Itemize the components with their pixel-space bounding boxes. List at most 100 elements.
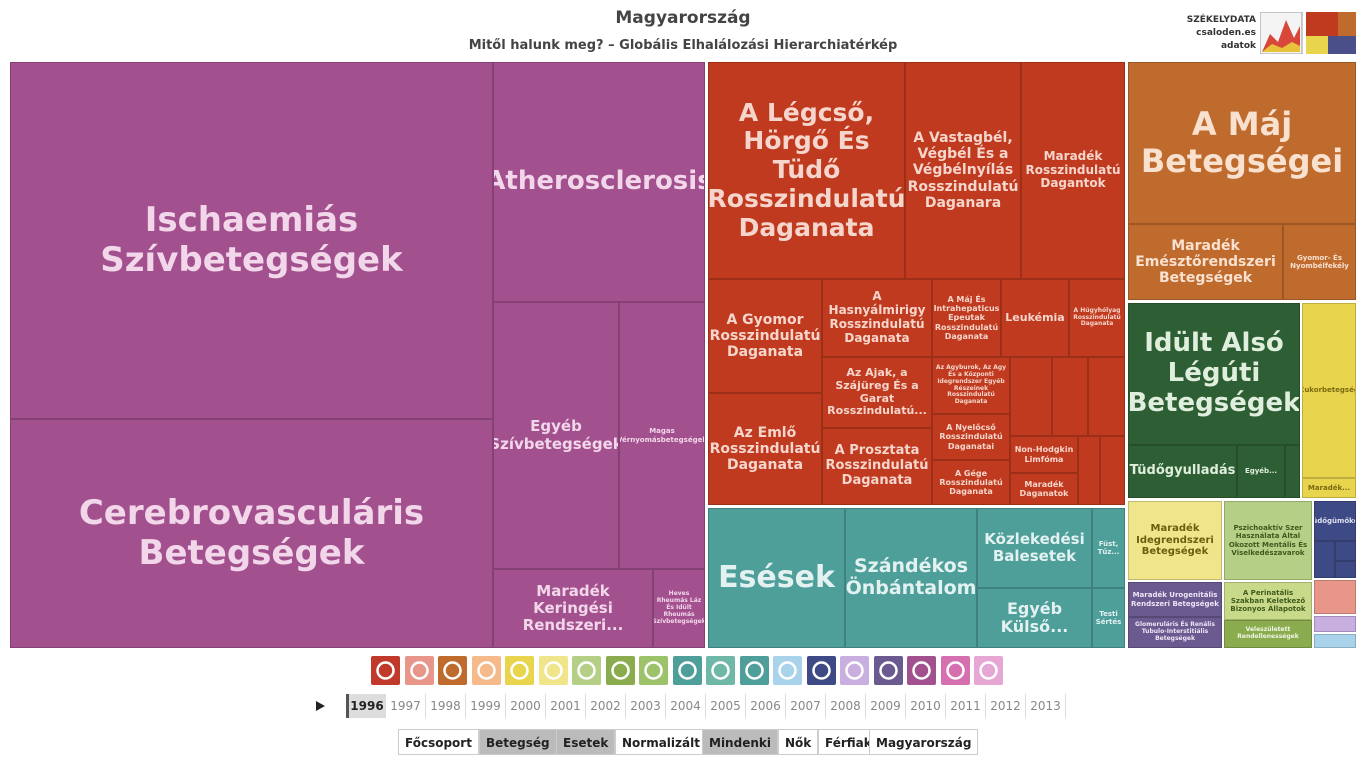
category-icon[interactable]	[371, 656, 400, 685]
toggle-button[interactable]: Főcsoport	[398, 729, 479, 755]
tile[interactable]: Esések	[708, 508, 845, 648]
tile[interactable]	[1010, 357, 1052, 436]
tile[interactable]: Veleszületett Rendellenességek	[1224, 620, 1312, 648]
year-button[interactable]: 2004	[666, 694, 706, 718]
tile[interactable]: A Prosztata Rosszindulatú Daganata	[822, 428, 932, 505]
toggle-button[interactable]: Férfiak	[818, 729, 879, 755]
year-button[interactable]: 2005	[706, 694, 746, 718]
year-button[interactable]: 2011	[946, 694, 986, 718]
category-icon[interactable]	[471, 656, 501, 685]
category-icon[interactable]	[572, 656, 601, 685]
tile[interactable]	[1078, 436, 1100, 505]
tile[interactable]: Ischaemiás Szívbetegségek	[10, 62, 493, 419]
category-icon[interactable]	[773, 656, 802, 685]
category-icon[interactable]	[806, 656, 836, 685]
category-icon[interactable]	[873, 656, 903, 685]
toggle-button[interactable]: Betegség	[479, 729, 557, 755]
tile[interactable]: A Hasnyálmirigy Rosszindulatú Daganata	[822, 279, 932, 357]
tile[interactable]: A Perinatális Szakban Keletkező Bizonyos…	[1224, 582, 1312, 620]
play-button[interactable]	[314, 698, 328, 714]
year-button[interactable]: 2010	[906, 694, 946, 718]
tile[interactable]: Heves Rheumás Láz És Idült Rheumás Szívb…	[653, 569, 705, 648]
year-button[interactable]: 1997	[386, 694, 426, 718]
tile[interactable]: Cukorbetegség	[1302, 303, 1356, 478]
tile[interactable]: A Nyelőcső Rosszindulatú Daganatai	[932, 414, 1010, 460]
tile[interactable]: Idült Alsó Légúti Betegségek	[1128, 303, 1300, 445]
year-button[interactable]: 2000	[506, 694, 546, 718]
tile[interactable]: Maradék Idegrendszeri Betegségek	[1128, 501, 1222, 580]
tile[interactable]: Szándékos Önbántalom	[845, 508, 977, 648]
category-icon[interactable]	[706, 656, 735, 685]
tile[interactable]	[1100, 436, 1125, 505]
toggle-button[interactable]: Nők	[778, 729, 819, 755]
tile[interactable]: Egyéb Szívbetegségek	[493, 302, 619, 569]
category-icon[interactable]	[974, 656, 1003, 685]
tile[interactable]: Az Agyburok, Az Agy És a Központi Idegre…	[932, 357, 1010, 414]
tile[interactable]	[1314, 634, 1356, 648]
category-icon[interactable]	[672, 656, 702, 685]
tile[interactable]: Cerebrovasculáris Betegségek	[10, 419, 493, 648]
year-button[interactable]: 2013	[1026, 694, 1066, 718]
year-button[interactable]: 1998	[426, 694, 466, 718]
tile[interactable]	[1314, 580, 1356, 614]
tile[interactable]	[1285, 445, 1300, 498]
tile[interactable]: Maradék Urogenitális Rendszeri Betegsége…	[1128, 582, 1222, 617]
tile[interactable]: Glomeruláris És Renális Tubulo-Interstit…	[1128, 617, 1222, 648]
toggle-button[interactable]: Normalizált	[615, 729, 707, 755]
tile[interactable]	[1314, 541, 1335, 578]
tile[interactable]: Az Ajak, a Szájüreg És a Garat Rosszindu…	[822, 357, 932, 428]
category-icon[interactable]	[605, 656, 635, 685]
tile[interactable]: A Vastagbél, Végbél És a Végbélnyílás Ro…	[905, 62, 1021, 279]
tile[interactable]: Maradék Keringési Rendszeri...	[493, 569, 653, 648]
toggle-button[interactable]: Magyarország	[869, 729, 979, 755]
category-icon[interactable]	[940, 656, 970, 685]
year-button[interactable]: 1999	[466, 694, 506, 718]
tile[interactable]: Maradék Emésztőrendszeri Betegségek	[1128, 224, 1283, 300]
tile[interactable]: A Máj És Intrahepaticus Epeutak Rosszind…	[932, 279, 1001, 357]
tile[interactable]: Egyéb...	[1237, 445, 1285, 498]
tile[interactable]: Maradék Rosszindulatú Dagantok	[1021, 62, 1125, 279]
category-icon[interactable]	[639, 656, 668, 685]
category-icon[interactable]	[404, 656, 434, 685]
category-icon[interactable]	[505, 656, 534, 685]
tile[interactable]: Atherosclerosis	[493, 62, 705, 302]
year-button[interactable]: 2003	[626, 694, 666, 718]
year-button[interactable]: 2008	[826, 694, 866, 718]
tile[interactable]: Tüdőgümőkór	[1314, 501, 1356, 541]
tile[interactable]: Közlekedési Balesetek	[977, 508, 1092, 588]
year-button[interactable]: 2006	[746, 694, 786, 718]
tile[interactable]: Füst, Tűz...	[1092, 508, 1125, 588]
year-button[interactable]: 2012	[986, 694, 1026, 718]
category-icon[interactable]	[840, 656, 869, 685]
year-button[interactable]: 2002	[586, 694, 626, 718]
tile[interactable]	[1088, 357, 1125, 436]
tile[interactable]: Az Emlő Rosszindulatú Daganata	[708, 393, 822, 505]
tile[interactable]: Maradék...	[1302, 478, 1356, 498]
category-icon[interactable]	[538, 656, 568, 685]
tile[interactable]: Magas Vérnyomásbetegségek	[619, 302, 705, 569]
tile[interactable]: A Húgyhólyag Rosszindulatú Daganata	[1069, 279, 1125, 357]
tile[interactable]: Egyéb Külső...	[977, 588, 1092, 648]
year-button[interactable]: 2001	[546, 694, 586, 718]
tile[interactable]: Gyomor- És Nyombélfekély	[1283, 224, 1356, 300]
tile[interactable]: A Máj Betegségei	[1128, 62, 1356, 224]
year-button[interactable]: 2009	[866, 694, 906, 718]
tile[interactable]: Pszichoaktív Szer Használata Által Okozo…	[1224, 501, 1312, 580]
tile[interactable]	[1335, 561, 1356, 578]
tile[interactable]: Non-Hodgkin Limfóma	[1010, 436, 1078, 473]
tile[interactable]	[1314, 616, 1356, 632]
year-button[interactable]: 2007	[786, 694, 826, 718]
category-icon[interactable]	[438, 656, 467, 685]
tile[interactable]: Tüdőgyulladás	[1128, 445, 1237, 498]
year-button[interactable]: 1996	[346, 694, 386, 718]
tile[interactable]: A Légcső, Hörgő És Tüdő Rosszindulatú Da…	[708, 62, 905, 279]
category-icon[interactable]	[739, 656, 769, 685]
tile[interactable]: Leukémia	[1001, 279, 1069, 357]
tile[interactable]: Maradék Daganatok	[1010, 473, 1078, 505]
toggle-button[interactable]: Mindenki	[702, 729, 778, 755]
tile[interactable]: Testi Sértés	[1092, 588, 1125, 648]
toggle-button[interactable]: Esetek	[556, 729, 616, 755]
tile[interactable]: A Gyomor Rosszindulatú Daganata	[708, 279, 822, 393]
tile[interactable]: A Gége Rosszindulatú Daganata	[932, 460, 1010, 505]
tile[interactable]	[1335, 541, 1356, 561]
